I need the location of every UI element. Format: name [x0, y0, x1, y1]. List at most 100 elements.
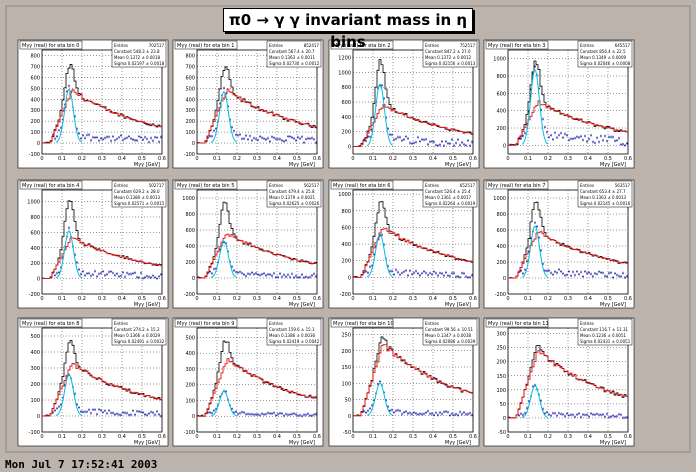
x-tick-label: 0 [506, 156, 509, 162]
total-histogram [353, 201, 473, 278]
x-axis-label: Mγγ [GeV] [445, 162, 471, 168]
y-tick-label: 300 [496, 332, 506, 338]
y-tick-label: 800 [341, 85, 351, 91]
x-tick-label: 0.4 [429, 156, 437, 162]
stats-line: Sigma 0.02197 ± 0.0018 [114, 61, 165, 66]
x-tick-label: 0.2 [544, 296, 552, 302]
stats-value: 502717 [149, 183, 165, 188]
stats-line: Constant 159.6 ± 15.1 [269, 327, 315, 332]
x-axis-label: Mγγ [GeV] [445, 302, 471, 308]
y-tick-label: 400 [496, 244, 506, 250]
x-tick-label: 0 [195, 434, 198, 440]
pad-title-box [19, 40, 83, 50]
y-tick-label: -100 [29, 430, 40, 436]
y-tick-label: 800 [496, 74, 506, 80]
y-tick-label: -200 [29, 292, 40, 298]
x-tick-label: 0.3 [564, 296, 572, 302]
stats-value: 562517 [304, 183, 320, 188]
gaussian-fit [210, 90, 237, 143]
stats-line: Mean 0.1363 ± 0.0011 [269, 55, 316, 60]
y-tick-label: 0 [348, 145, 351, 151]
x-tick-label: 0.1 [369, 434, 377, 440]
y-tick-label: -50 [343, 430, 351, 436]
y-tick-label: 400 [341, 242, 351, 248]
y-tick-label: 600 [341, 225, 351, 231]
background-histogram [42, 362, 162, 417]
timestamp: Mon Jul 7 17:52:41 2003 [5, 458, 158, 471]
x-tick-label: 0 [506, 434, 509, 440]
y-tick-label: 100 [185, 130, 195, 136]
y-tick-label: 0 [37, 141, 40, 147]
pad-title: Mγγ (real) for eta bin 1 [177, 43, 234, 49]
gaussian-fit [521, 225, 548, 278]
x-tick-label: 0.3 [253, 296, 261, 302]
stats-line: Sigma 0.02086 ± 0.0039 [425, 339, 476, 344]
y-tick-label: 600 [496, 91, 506, 97]
stats-line: Entries [114, 321, 128, 326]
x-tick-label: 0.2 [389, 434, 397, 440]
y-tick-label: 200 [496, 126, 506, 132]
stats-line: Constant 567.4 ± 20.7 [269, 49, 315, 54]
x-axis-label: Mγγ [GeV] [600, 440, 626, 446]
background-histogram [197, 358, 317, 417]
y-tick-label: 200 [341, 130, 351, 136]
x-tick-label: 0.6 [469, 296, 477, 302]
pad-title: Mγγ (real) for eta bin 8 [22, 321, 79, 327]
stats-line: Sigma 0.02625 ± 0.0026 [269, 201, 320, 206]
x-tick-label: 0.2 [233, 296, 241, 302]
stats-value: 852417 [304, 43, 320, 48]
stats-line: Constant 99.56 ± 10.51 [425, 327, 474, 332]
y-tick-label: 1000 [493, 57, 506, 63]
stats-line: Mean 0.1347 ± 0.0038 [425, 333, 472, 338]
x-tick-label: 0.3 [253, 434, 261, 440]
x-tick-label: 0.2 [78, 156, 86, 162]
x-axis-label: Mγγ [GeV] [289, 162, 315, 168]
y-tick-label: 300 [185, 367, 195, 373]
x-tick-label: 0.1 [58, 156, 66, 162]
x-tick-label: 0.2 [544, 434, 552, 440]
y-tick-label: -200 [495, 292, 506, 298]
pad-title-box [485, 40, 549, 50]
pad-title: Mγγ (real) for eta bin 2 [333, 43, 390, 49]
y-tick-label: 800 [341, 209, 351, 215]
x-axis-label: Mγγ [GeV] [600, 162, 626, 168]
stats-line: Entries [580, 321, 594, 326]
x-tick-label: 0.5 [293, 434, 301, 440]
x-axis-label: Mγγ [GeV] [289, 440, 315, 446]
y-tick-label: 250 [496, 346, 506, 352]
x-tick-label: 0.1 [369, 296, 377, 302]
x-tick-label: 0.1 [58, 434, 66, 440]
y-tick-label: 400 [185, 97, 195, 103]
stats-line: Entries [425, 183, 439, 188]
y-tick-label: 400 [30, 350, 40, 356]
stats-line: Mean 0.1363 ± 0.0013 [580, 195, 627, 200]
y-tick-label: 600 [496, 228, 506, 234]
x-tick-label: 0.1 [213, 156, 221, 162]
x-tick-label: 0.2 [389, 296, 397, 302]
y-tick-label: 150 [341, 365, 351, 371]
x-tick-label: 0.4 [273, 296, 281, 302]
x-tick-label: 0.6 [624, 156, 632, 162]
x-tick-label: 0.6 [158, 156, 166, 162]
stats-line: Mean 0.1372 ± 0.0018 [114, 55, 161, 60]
plot-frame [196, 49, 318, 155]
stats-line: Constant 847.2 ± 27.0 [425, 49, 471, 54]
gaussian-fit [521, 69, 548, 145]
x-axis-label: Mγγ [GeV] [134, 440, 160, 446]
stats-box [422, 40, 478, 68]
x-tick-label: 0.1 [524, 434, 532, 440]
background-histogram [508, 350, 628, 419]
stats-line: Entries [269, 43, 283, 48]
gaussian-fit [366, 382, 393, 416]
x-axis-label: Mγγ [GeV] [445, 440, 471, 446]
y-tick-label: 200 [30, 261, 40, 267]
y-tick-label: 300 [30, 108, 40, 114]
stats-line: Entries [425, 43, 439, 48]
plot-frame [352, 49, 474, 155]
y-tick-label: 200 [185, 383, 195, 389]
stats-box [266, 180, 322, 208]
